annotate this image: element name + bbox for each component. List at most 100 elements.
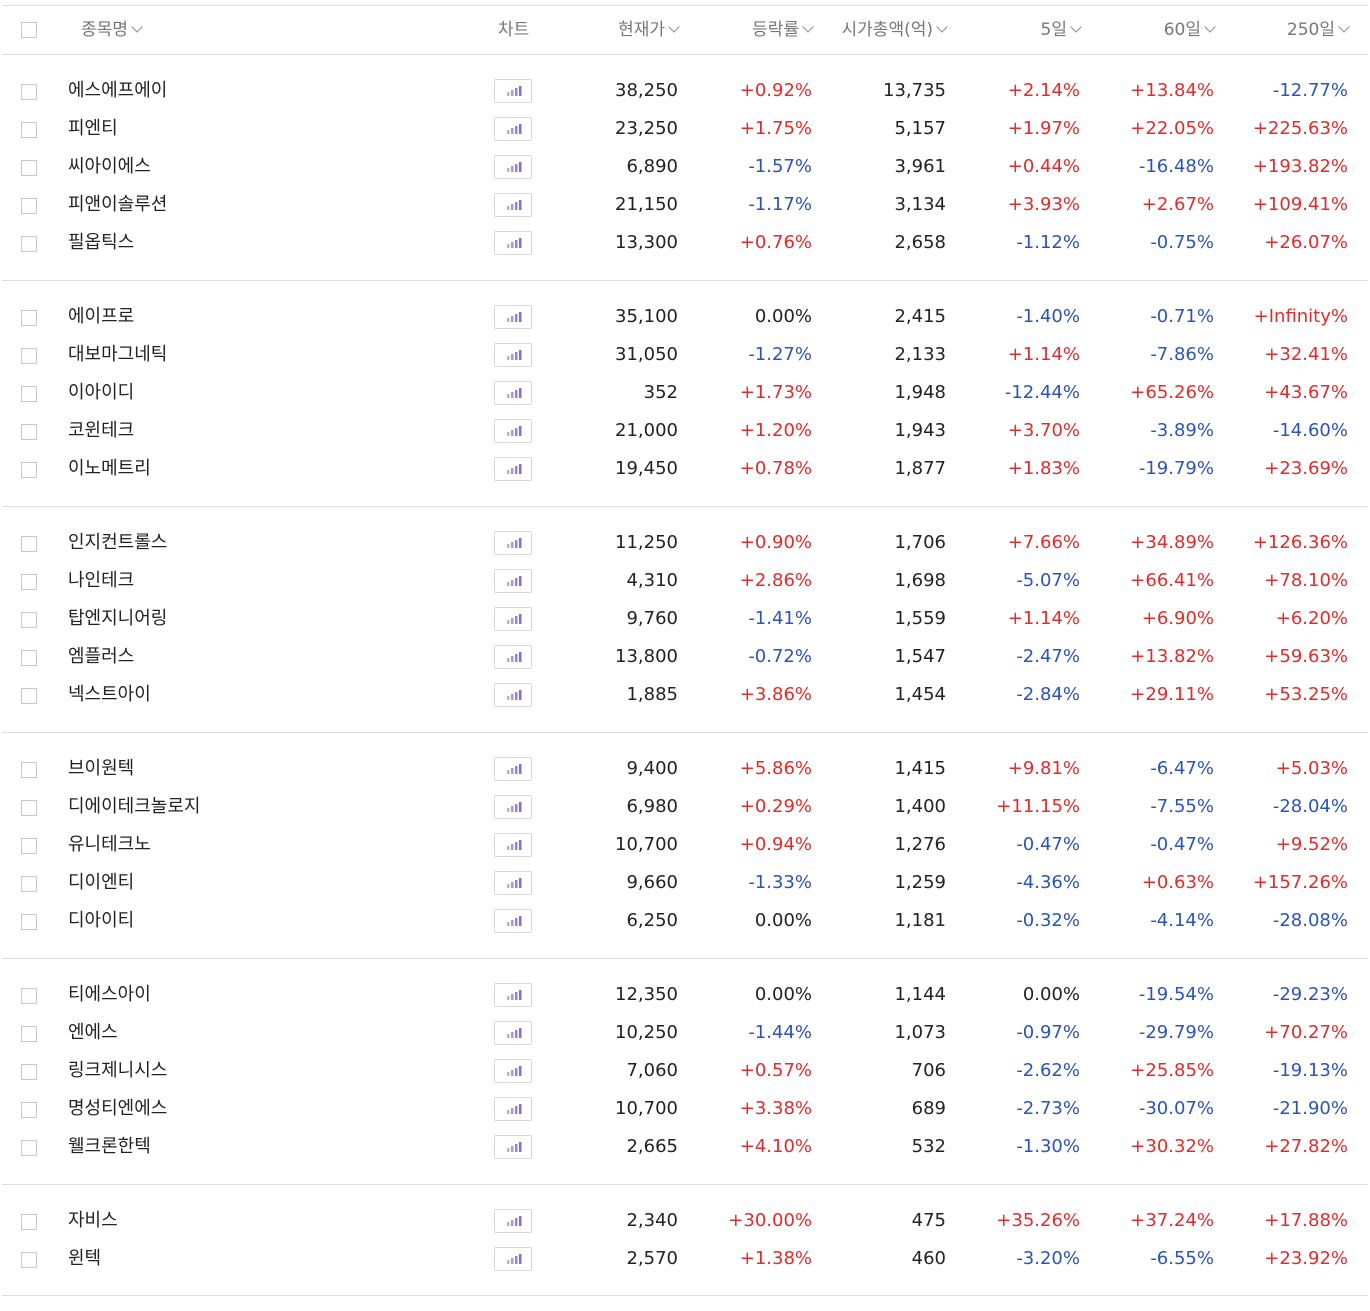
row-checkbox[interactable] [21,688,37,704]
chart-button[interactable] [494,569,532,593]
table-row[interactable]: 링크제니시스 7,060 +0.57% 706 -2.62% +25.85% -19.13% [2,1052,1368,1090]
chart-button[interactable] [494,607,532,631]
table-row[interactable]: 대보마그네틱 31,050 -1.27% 2,133 +1.14% -7.86% +32.4… [2,336,1368,374]
chart-button[interactable] [494,79,532,103]
row-checkbox[interactable] [21,160,37,176]
chart-button[interactable] [494,457,532,481]
chart-button[interactable] [494,833,532,857]
stock-name-link[interactable]: 대보마그네틱 [68,344,168,365]
stock-name-link[interactable]: 넥스트아이 [68,684,151,705]
stock-name-link[interactable]: 씨아이에스 [68,156,151,177]
row-checkbox[interactable] [21,988,37,1004]
stock-name-link[interactable]: 피엔티 [68,118,118,139]
chart-button[interactable] [494,1247,532,1271]
chart-button[interactable] [494,1209,532,1233]
table-row[interactable]: 씨아이에스 6,890 -1.57% 3,961 +0.44% -16.48% +193.8… [2,148,1368,186]
sort-5d-header[interactable]: 5일 [1041,6,1082,54]
chart-button[interactable] [494,683,532,707]
chart-button[interactable] [494,909,532,933]
row-checkbox[interactable] [21,348,37,364]
table-row[interactable]: 이노메트리 19,450 +0.78% 1,877 +1.83% -19.79% +23.6… [2,450,1368,488]
sort-60d-header[interactable]: 60일 [1164,6,1216,54]
table-row[interactable]: 엔에스 10,250 -1.44% 1,073 -0.97% -29.79% +70.27% [2,1014,1368,1052]
sort-change-header[interactable]: 등락률 [752,6,814,54]
table-row[interactable]: 넥스트아이 1,885 +3.86% 1,454 -2.84% +29.11% +53.25… [2,676,1368,714]
row-checkbox[interactable] [21,800,37,816]
chart-button[interactable] [494,531,532,555]
row-checkbox[interactable] [21,310,37,326]
row-checkbox[interactable] [21,122,37,138]
sort-name-header[interactable]: 종목명 [81,6,143,54]
chart-button[interactable] [494,193,532,217]
stock-name-link[interactable]: 엠플러스 [68,646,135,667]
table-row[interactable]: 웰크론한텍 2,665 +4.10% 532 -1.30% +30.32% +27.82% [2,1128,1368,1166]
chart-button[interactable] [494,871,532,895]
stock-name-link[interactable]: 명성티엔에스 [68,1098,168,1119]
sort-price-header[interactable]: 현재가 [618,6,680,54]
row-checkbox[interactable] [21,612,37,628]
table-row[interactable]: 디이엔티 9,660 -1.33% 1,259 -4.36% +0.63% +157.26% [2,864,1368,902]
chart-button[interactable] [494,231,532,255]
stock-name-link[interactable]: 이아이디 [68,382,135,403]
table-row[interactable]: 디아이티 6,250 0.00% 1,181 -0.32% -4.14% -28.08% [2,902,1368,940]
stock-name-link[interactable]: 코윈테크 [68,420,135,441]
row-checkbox[interactable] [21,1252,37,1268]
table-row[interactable]: 코윈테크 21,000 +1.20% 1,943 +3.70% -3.89% -14.60% [2,412,1368,450]
stock-name-link[interactable]: 엔에스 [68,1022,118,1043]
stock-name-link[interactable]: 윈텍 [68,1248,102,1269]
select-all-checkbox[interactable] [21,22,37,38]
table-row[interactable]: 티에스아이 12,350 0.00% 1,144 0.00% -19.54% -29.23% [2,976,1368,1014]
table-row[interactable]: 명성티엔에스 10,700 +3.38% 689 -2.73% -30.07% -21.90… [2,1090,1368,1128]
table-row[interactable]: 윈텍 2,570 +1.38% 460 -3.20% -6.55% +23.92% [2,1240,1368,1278]
row-checkbox[interactable] [21,198,37,214]
table-row[interactable]: 피앤이솔루션 21,150 -1.17% 3,134 +3.93% +2.67% +109.… [2,186,1368,224]
row-checkbox[interactable] [21,762,37,778]
table-row[interactable]: 에스에프에이 38,250 +0.92% 13,735 +2.14% +13.84% -12… [2,72,1368,110]
chart-button[interactable] [494,757,532,781]
chart-button[interactable] [494,645,532,669]
stock-name-link[interactable]: 피앤이솔루션 [68,194,168,215]
chart-button[interactable] [494,1135,532,1159]
stock-name-link[interactable]: 필옵틱스 [68,232,135,253]
chart-button[interactable] [494,155,532,179]
row-checkbox[interactable] [21,84,37,100]
stock-name-link[interactable]: 링크제니시스 [68,1060,168,1081]
row-checkbox[interactable] [21,424,37,440]
table-row[interactable]: 인지컨트롤스 11,250 +0.90% 1,706 +7.66% +34.89% +126… [2,524,1368,562]
stock-name-link[interactable]: 브이원텍 [68,758,135,779]
chart-button[interactable] [494,1059,532,1083]
row-checkbox[interactable] [21,914,37,930]
table-row[interactable]: 필옵틱스 13,300 +0.76% 2,658 -1.12% -0.75% +26.07% [2,224,1368,262]
chart-button[interactable] [494,381,532,405]
chart-button[interactable] [494,343,532,367]
table-row[interactable]: 브이원텍 9,400 +5.86% 1,415 +9.81% -6.47% +5.03% [2,750,1368,788]
row-checkbox[interactable] [21,462,37,478]
row-checkbox[interactable] [21,1064,37,1080]
chart-button[interactable] [494,795,532,819]
sort-mcap-header[interactable]: 시가총액(억) [842,6,948,54]
stock-name-link[interactable]: 디아이티 [68,910,135,931]
table-row[interactable]: 탑엔지니어링 9,760 -1.41% 1,559 +1.14% +6.90% +6.20% [2,600,1368,638]
row-checkbox[interactable] [21,1214,37,1230]
table-row[interactable]: 유니테크노 10,700 +0.94% 1,276 -0.47% -0.47% +9.52% [2,826,1368,864]
row-checkbox[interactable] [21,838,37,854]
row-checkbox[interactable] [21,1102,37,1118]
table-row[interactable]: 나인테크 4,310 +2.86% 1,698 -5.07% +66.41% +78.10% [2,562,1368,600]
sort-250d-header[interactable]: 250일 [1287,6,1350,54]
row-checkbox[interactable] [21,236,37,252]
table-row[interactable]: 에이프로 35,100 0.00% 2,415 -1.40% -0.71% +Infinit… [2,298,1368,336]
stock-name-link[interactable]: 이노메트리 [68,458,151,479]
stock-name-link[interactable]: 에이프로 [68,306,135,327]
chart-button[interactable] [494,117,532,141]
stock-name-link[interactable]: 에스에프에이 [68,80,168,101]
row-checkbox[interactable] [21,876,37,892]
stock-name-link[interactable]: 웰크론한텍 [68,1136,151,1157]
table-row[interactable]: 이아이디 352 +1.73% 1,948 -12.44% +65.26% +43.67% [2,374,1368,412]
row-checkbox[interactable] [21,1140,37,1156]
row-checkbox[interactable] [21,1026,37,1042]
chart-button[interactable] [494,1097,532,1121]
chart-button[interactable] [494,983,532,1007]
stock-name-link[interactable]: 나인테크 [68,570,135,591]
stock-name-link[interactable]: 디이엔티 [68,872,135,893]
chart-button[interactable] [494,305,532,329]
